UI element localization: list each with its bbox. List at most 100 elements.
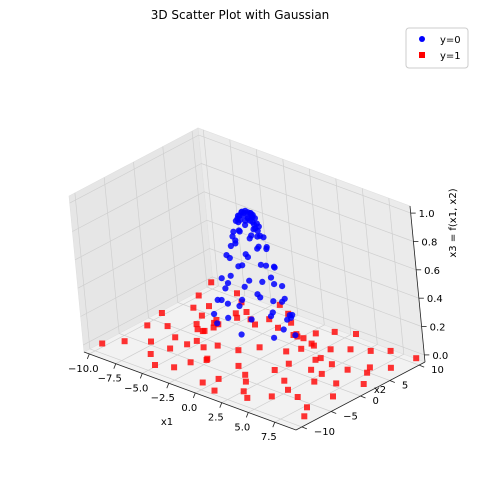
data-point-y0	[271, 334, 278, 341]
data-point-y1	[208, 279, 215, 286]
grid-line-x	[274, 198, 405, 423]
x-tick-label: 2.5	[208, 413, 224, 424]
data-point-y1	[232, 310, 239, 317]
data-point-y0	[232, 237, 239, 244]
grid-line-z	[74, 191, 417, 271]
data-point-y1	[252, 321, 258, 328]
data-point-y1	[200, 344, 207, 351]
data-point-y1	[285, 360, 292, 367]
legend-label-y0: y=0	[440, 35, 461, 46]
data-point-y0	[262, 262, 270, 269]
data-point-y1	[387, 347, 394, 354]
x-tick-label: 0.0	[181, 403, 197, 414]
data-point-y1	[281, 377, 288, 384]
grid-line-y	[74, 192, 303, 428]
data-point-y1	[203, 357, 210, 363]
data-point-y1	[268, 393, 275, 400]
data-point-y1	[283, 348, 290, 355]
data-point-y1	[164, 323, 171, 330]
data-point-y1	[193, 321, 200, 328]
data-point-y1	[294, 394, 301, 400]
data-point-y1	[158, 310, 165, 316]
data-point-y1	[312, 356, 319, 363]
data-point-y1	[171, 364, 178, 371]
z-tick-label: 0.4	[427, 294, 443, 305]
data-point-y1	[288, 319, 295, 326]
y-tick-label: 10	[431, 365, 444, 376]
data-point-y1	[367, 347, 374, 354]
data-point-y0	[238, 331, 245, 338]
data-point-y1	[234, 290, 240, 297]
data-point-y1	[214, 342, 221, 349]
data-point-y0	[236, 228, 243, 235]
data-point-y0	[230, 228, 237, 235]
data-point-y1	[144, 322, 151, 329]
x-tick-label: −10.0	[68, 364, 99, 375]
data-point-y1	[242, 378, 249, 385]
data-point-y0	[260, 234, 267, 241]
z-axis-line	[409, 205, 426, 363]
grid-line-z	[83, 276, 425, 356]
x-tick-label: 7.5	[261, 432, 277, 443]
data-point-y0	[279, 298, 286, 305]
data-point-y0	[259, 278, 266, 285]
data-point-y0	[218, 275, 225, 282]
data-point-y1	[190, 304, 197, 311]
data-point-y1	[167, 345, 174, 352]
data-point-y1	[328, 361, 335, 368]
data-point-y1	[235, 362, 242, 369]
data-point-y0	[263, 245, 270, 253]
legend-marker-y1	[419, 52, 425, 58]
data-point-y1	[194, 326, 201, 333]
grid-line-x	[115, 139, 246, 365]
z-tick-label: 0.0	[432, 351, 448, 362]
y-axis-label: x2	[374, 385, 386, 396]
grid-line-x	[221, 178, 352, 404]
legend: y=0 y=1	[405, 27, 469, 69]
data-point-y1	[304, 404, 310, 411]
grid-line-z	[72, 163, 414, 242]
data-point-y1	[244, 394, 251, 401]
y-tick-label: −5	[343, 411, 358, 422]
data-point-y1	[285, 386, 291, 393]
data-point-y1	[347, 346, 354, 353]
grid-line-y	[162, 146, 390, 381]
data-point-y1	[344, 366, 351, 373]
data-point-y0	[224, 300, 231, 307]
data-point-y0	[248, 316, 255, 323]
data-point-y0	[246, 277, 253, 284]
data-point-y1	[333, 380, 340, 387]
y-tick-mark	[331, 411, 337, 414]
data-point-y1	[275, 324, 281, 331]
grid-line-z	[77, 219, 420, 299]
x-tick-mark	[192, 392, 196, 399]
data-point-y1	[195, 292, 202, 299]
data-point-y0	[236, 302, 243, 310]
data-point-y1	[311, 378, 318, 385]
legend-label-y1: y=1	[440, 51, 461, 62]
data-point-y1	[242, 371, 249, 378]
data-point-y0	[270, 298, 277, 305]
data-point-y1	[318, 370, 325, 377]
z-tick-label: 0.2	[430, 323, 446, 334]
data-point-y1	[308, 366, 315, 373]
data-point-y0	[287, 314, 295, 321]
grid-line-x	[195, 168, 325, 394]
z-tick-label: 0.6	[424, 266, 440, 277]
data-point-y1	[172, 334, 179, 341]
grid-line-y	[103, 177, 332, 412]
data-point-y1	[147, 351, 154, 357]
grid-line-z	[69, 134, 411, 214]
data-point-y1	[327, 346, 334, 353]
y-tick-mark	[389, 380, 395, 383]
data-point-y1	[364, 369, 371, 376]
data-point-y0	[249, 218, 256, 225]
data-point-y0	[239, 262, 246, 269]
data-point-y1	[310, 342, 317, 349]
data-point-y1	[312, 330, 319, 337]
data-point-y0	[244, 254, 251, 261]
data-point-y0	[241, 283, 248, 290]
grid-line-x	[89, 129, 219, 355]
x-axis-line	[83, 351, 297, 431]
